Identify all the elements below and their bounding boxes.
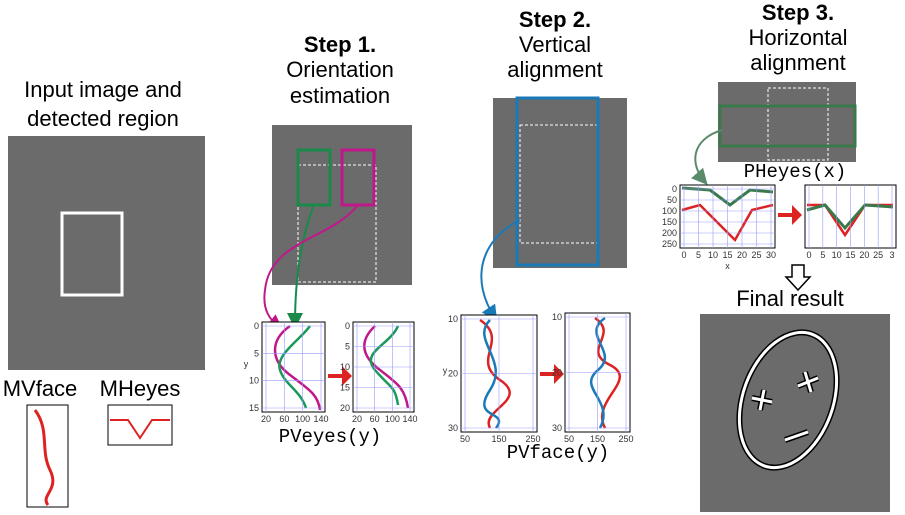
title: Vertical: [519, 32, 591, 57]
y-tick-label: 250: [662, 239, 677, 249]
x-tick-label: 5: [696, 250, 701, 260]
y-tick-label: 20: [340, 403, 350, 413]
x-tick-label: 0: [806, 250, 811, 260]
title: Horizontal: [748, 25, 847, 50]
y-tick-label: 5: [254, 348, 259, 358]
photo: [493, 98, 627, 268]
title: alignment: [750, 50, 845, 75]
mheyes-plot: [108, 405, 172, 445]
title: alignment: [507, 57, 602, 82]
x-tick-label: 140: [313, 414, 328, 424]
y-tick-label: 0: [345, 321, 350, 331]
step: Step 1.: [304, 32, 376, 57]
y-tick-label: 200: [662, 228, 677, 238]
x-tick-label: 30: [766, 250, 776, 260]
x-tick-label: 25: [751, 250, 761, 260]
x-tick-label: 50: [564, 434, 574, 444]
x-tick-label: 10: [708, 250, 718, 260]
y-tick-label: 5: [345, 342, 350, 352]
title: Orientation: [286, 57, 394, 82]
y-tick-label: 10: [448, 314, 458, 324]
x-tick-label: 20: [261, 414, 271, 424]
axis-label: y: [443, 366, 448, 376]
caption: PHeyes(x): [744, 161, 847, 183]
x-tick-label: 100: [295, 414, 310, 424]
mvface-plot: [27, 405, 68, 507]
y-tick-label: 50: [667, 195, 677, 205]
y-tick-label: 10: [552, 312, 562, 322]
x-tick-label: 10: [832, 250, 842, 260]
x-tick-label: 60: [370, 414, 380, 424]
x-tick-label: 5: [820, 250, 825, 260]
arrow: [778, 205, 802, 225]
y-tick-label: 0: [672, 184, 677, 194]
x-tick-label: 50: [460, 434, 470, 444]
label: MHeyes: [100, 376, 181, 401]
x-tick-label: 20: [352, 414, 362, 424]
figure: Input image and detected region MVface M…: [0, 0, 905, 515]
y-tick-label: 30: [448, 423, 458, 433]
x-tick-label: 15: [845, 250, 855, 260]
y-tick-label: 15: [340, 383, 350, 393]
x-tick-label: 20: [859, 250, 869, 260]
arrow: [695, 130, 722, 182]
caption: PVeyes(y): [279, 426, 382, 448]
photo: [718, 82, 856, 162]
step: Step 3.: [762, 0, 834, 25]
step: Step 2.: [519, 7, 591, 32]
x-tick-label: 150: [491, 434, 506, 444]
x-tick-label: 20: [737, 250, 747, 260]
title: Input image and: [24, 77, 182, 102]
y-tick-label: 10: [249, 376, 259, 386]
photo: [8, 136, 205, 370]
y-tick-label: 20: [552, 368, 562, 378]
y-tick-label: 10: [340, 362, 350, 372]
title: estimation: [290, 83, 390, 108]
x-tick-label: 140: [402, 414, 417, 424]
x-tick-label: 15: [722, 250, 732, 260]
plot: [262, 322, 325, 412]
axis-label: x: [725, 261, 730, 271]
y-tick-label: 15: [249, 403, 259, 413]
x-tick-label: 100: [385, 414, 400, 424]
x-tick-label: 25: [873, 250, 883, 260]
label: MVface: [3, 376, 78, 401]
y-tick-label: 30: [552, 423, 562, 433]
x-tick-label: 150: [590, 434, 605, 444]
title: detected region: [27, 106, 179, 131]
x-tick-label: 250: [618, 434, 633, 444]
y-tick-label: 20: [448, 369, 458, 379]
axis-label: y: [244, 359, 249, 369]
title: Final result: [736, 286, 844, 311]
x-tick-label: 60: [279, 414, 289, 424]
y-tick-label: 100: [662, 206, 677, 216]
y-tick-label: 150: [662, 217, 677, 227]
x-tick-label: 250: [525, 434, 540, 444]
photo: [700, 314, 890, 512]
y-tick-label: 0: [254, 321, 259, 331]
caption: PVface(y): [507, 442, 610, 464]
x-tick-label: 0: [681, 250, 686, 260]
x-tick-label: 3: [889, 250, 894, 260]
